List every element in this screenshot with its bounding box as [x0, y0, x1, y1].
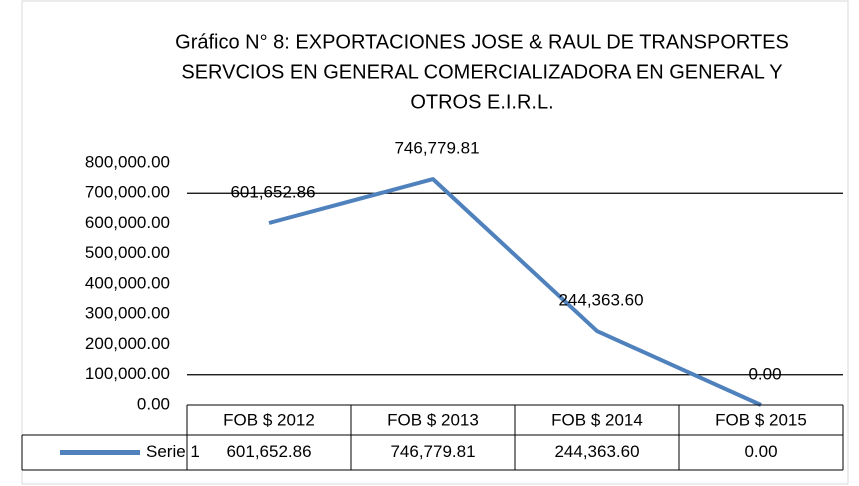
chart-frame: [21, 0, 849, 485]
y-tick-label: 200,000.00: [85, 334, 170, 353]
x-tick-label: FOB $ 2014: [551, 410, 643, 429]
x-tick-label: FOB $ 2012: [223, 410, 315, 429]
chart-title: Gráfico N° 8: EXPORTACIONES JOSE & RAUL …: [175, 31, 789, 53]
data-label: 244,363.60: [558, 291, 643, 310]
y-tick-label: 600,000.00: [85, 213, 170, 232]
y-tick-label: 300,000.00: [85, 304, 170, 323]
table-cell: 746,779.81: [390, 442, 475, 461]
y-tick-label: 500,000.00: [85, 243, 170, 262]
data-label: 601,652.86: [230, 182, 315, 201]
table-cell: 601,652.86: [226, 442, 311, 461]
y-tick-label: 800,000.00: [85, 152, 170, 171]
table-cell: 0.00: [744, 442, 777, 461]
data-label: 746,779.81: [394, 139, 479, 158]
y-tick-label: 100,000.00: [85, 364, 170, 383]
chart-title: OTROS E.I.R.L.: [410, 91, 553, 113]
y-tick-label: 700,000.00: [85, 183, 170, 202]
legend-label: Serie 1: [146, 442, 200, 461]
y-tick-label: 400,000.00: [85, 273, 170, 292]
chart-title: SERVCIOS EN GENERAL COMERCIALIZADORA EN …: [181, 61, 782, 83]
y-tick-label: 0.00: [137, 394, 170, 413]
x-tick-label: FOB $ 2015: [715, 410, 807, 429]
x-tick-label: FOB $ 2013: [387, 410, 479, 429]
data-label: 0.00: [748, 364, 781, 383]
table-cell: 244,363.60: [554, 442, 639, 461]
series-line: [268, 177, 762, 407]
